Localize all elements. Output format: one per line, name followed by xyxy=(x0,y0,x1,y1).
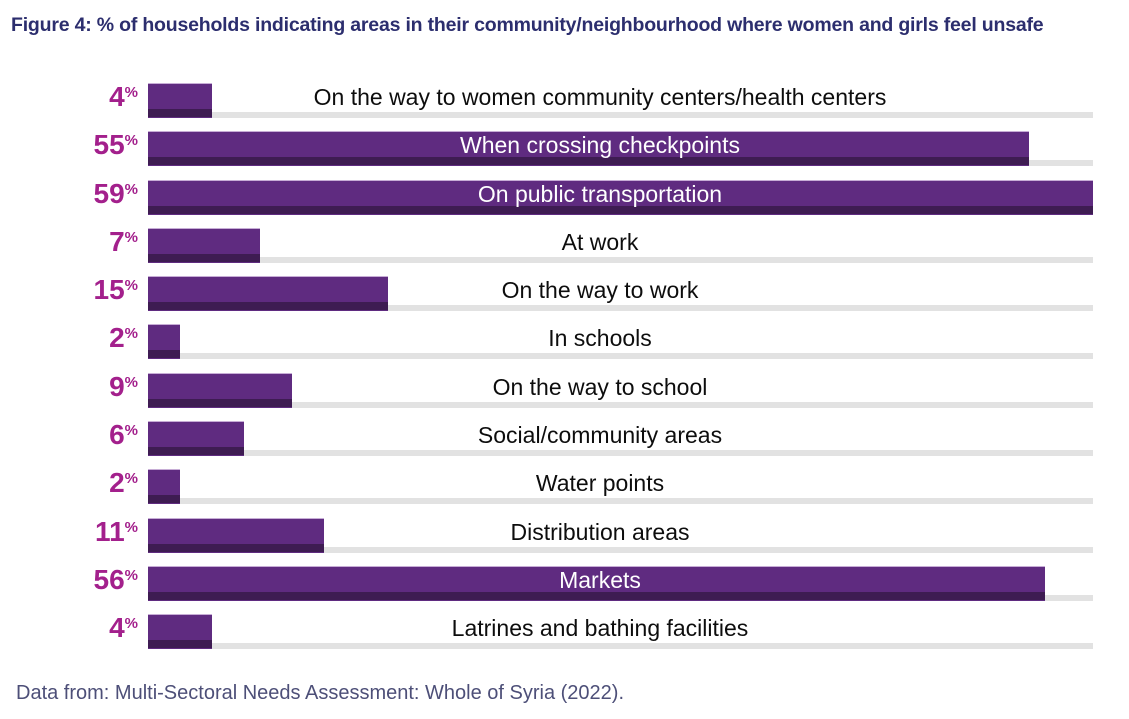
bar-row: 2% Water points xyxy=(109,469,1093,505)
bar-row: 11% Distribution areas xyxy=(95,517,1093,553)
percent-value: 2 xyxy=(109,467,125,499)
percent-label: 7% xyxy=(109,225,138,257)
percent-sign: % xyxy=(124,422,138,440)
category-label: Social/community areas xyxy=(477,422,723,449)
category-label: When crossing checkpoints xyxy=(460,132,740,159)
bar-row: 59% On public transportation xyxy=(94,179,1093,215)
bar xyxy=(148,276,389,312)
bar-shade xyxy=(148,398,293,407)
percent-value: 11 xyxy=(95,515,125,547)
bar-row: 4% On the way to women community centers… xyxy=(109,83,1093,118)
bar-track xyxy=(148,401,1093,408)
percent-value: 15 xyxy=(93,274,125,306)
percent-sign: % xyxy=(124,228,138,246)
percent-label: 11% xyxy=(95,515,138,547)
bar-shade xyxy=(148,109,213,117)
bar-row: 9% On the way to school xyxy=(109,372,1093,408)
bar-row: 7% At work xyxy=(109,227,1093,263)
percent-label: 15% xyxy=(94,276,139,304)
bar-track xyxy=(148,305,1093,312)
bar-shade xyxy=(148,157,1029,166)
percent-value: 59 xyxy=(93,177,125,209)
percent-label: 4% xyxy=(109,614,138,642)
percent-label: 9% xyxy=(109,370,138,402)
bar xyxy=(148,179,1093,215)
percent-label: 2% xyxy=(109,324,138,352)
category-label: Distribution areas xyxy=(510,518,690,545)
bar xyxy=(148,227,261,263)
category-label: On the way to school xyxy=(492,373,708,400)
category-label: Water points xyxy=(535,470,665,497)
percent-value: 4 xyxy=(109,612,125,644)
percent-label: 4% xyxy=(109,83,138,111)
source-note: Data from: Multi-Sectoral Needs Assessme… xyxy=(16,682,625,704)
percent-value: 9 xyxy=(109,370,125,402)
percent-value: 55 xyxy=(93,129,125,161)
category-label: In schools xyxy=(548,325,652,352)
percent-label: 55% xyxy=(94,131,139,159)
bar-track xyxy=(148,450,1093,457)
bar-shade xyxy=(148,591,1045,600)
percent-sign: % xyxy=(124,566,138,584)
bar-row: 6% Social/community areas xyxy=(109,421,1093,457)
bar-shade xyxy=(148,302,389,311)
category-label: At work xyxy=(561,228,639,255)
bar-row: 55% When crossing checkpoints xyxy=(94,131,1093,167)
percent-sign: % xyxy=(124,518,138,536)
bar-shade xyxy=(148,253,261,262)
percent-sign: % xyxy=(124,615,138,633)
bar-shade xyxy=(148,350,181,359)
percent-value: 2 xyxy=(109,322,125,354)
bar-track xyxy=(148,353,1093,360)
category-label: Markets xyxy=(559,566,641,593)
percent-label: 56% xyxy=(93,563,139,595)
category-label: On public transportation xyxy=(477,180,723,207)
bar-track xyxy=(148,112,1093,118)
percent-value: 56 xyxy=(93,563,125,595)
bar-shade xyxy=(148,205,1093,214)
bar xyxy=(148,421,245,457)
bar-track xyxy=(148,256,1093,263)
bar xyxy=(148,83,213,118)
bar-row: 2% In schools xyxy=(109,324,1093,360)
bar-row: 4% Latrines and bathing facilities xyxy=(109,614,1093,650)
percent-sign: % xyxy=(124,277,138,295)
bar xyxy=(148,565,1045,601)
percent-sign: % xyxy=(124,132,138,150)
percent-value: 6 xyxy=(109,419,125,451)
bar xyxy=(148,324,181,360)
bar-track xyxy=(148,643,1093,650)
bar-shade xyxy=(148,447,245,456)
category-label: Latrines and bathing facilities xyxy=(451,615,749,642)
category-label: On the way to women community centers/he… xyxy=(313,84,887,110)
percent-label: 2% xyxy=(109,469,138,497)
bar-row: 56% Markets xyxy=(94,565,1093,601)
bar-row: 15% On the way to work xyxy=(94,276,1093,312)
bar xyxy=(148,614,213,650)
bar-shade xyxy=(148,640,213,649)
percent-sign: % xyxy=(124,373,138,391)
bar-chart: 4% On the way to women community centers… xyxy=(94,83,1093,653)
percent-sign: % xyxy=(124,84,138,101)
bar-track xyxy=(148,546,1093,553)
bar xyxy=(148,372,293,408)
category-label: On the way to work xyxy=(501,277,699,304)
bar xyxy=(148,517,325,553)
bar-track xyxy=(148,498,1093,505)
percent-sign: % xyxy=(124,180,138,198)
percent-value: 7 xyxy=(109,225,125,257)
percent-sign: % xyxy=(124,325,138,343)
bar-shade xyxy=(148,495,181,504)
bar xyxy=(148,469,181,505)
figure-title: Figure 4: % of households indicating are… xyxy=(11,14,1044,36)
percent-sign: % xyxy=(124,470,138,488)
percent-label: 59% xyxy=(93,177,139,209)
percent-value: 4 xyxy=(109,81,125,112)
bar xyxy=(148,131,1029,167)
bar-shade xyxy=(148,543,325,552)
percent-label: 6% xyxy=(109,421,138,449)
